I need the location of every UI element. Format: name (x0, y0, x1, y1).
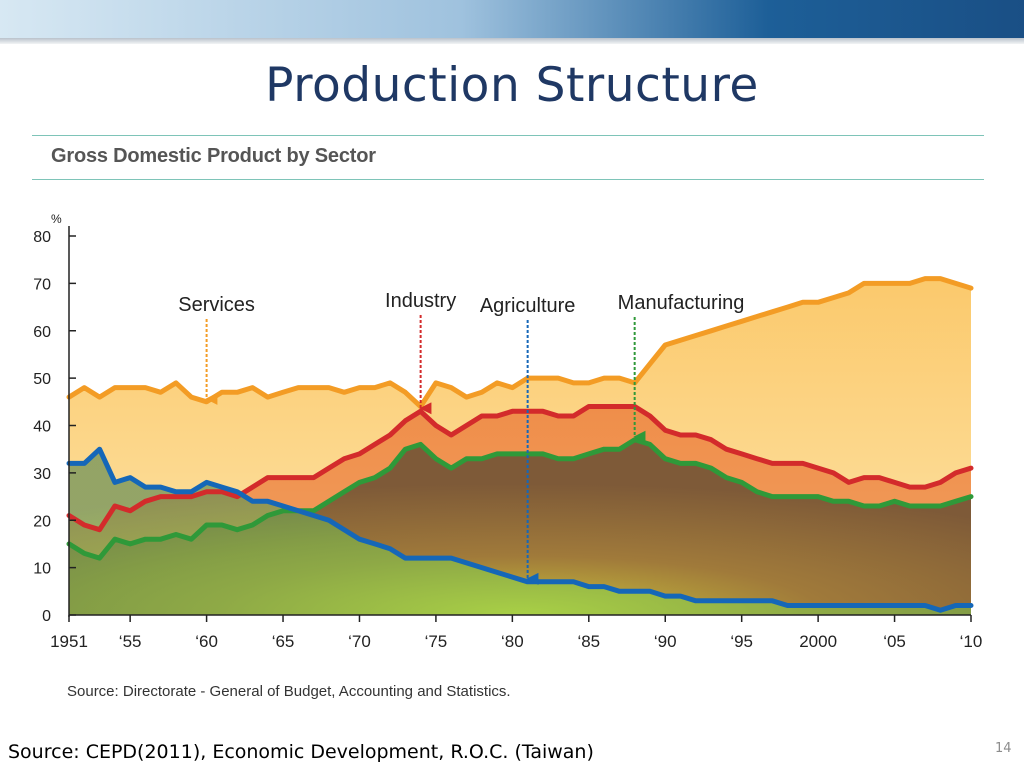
page-number: 14 (995, 741, 1012, 756)
figure-bottom-rule (32, 179, 984, 180)
x-tick-label: ‘65 (272, 632, 295, 651)
x-tick-label: ‘55 (119, 632, 142, 651)
y-tick-label: 30 (33, 466, 51, 483)
y-tick-label: 40 (33, 419, 51, 436)
y-tick-label: 10 (33, 561, 51, 578)
x-tick-label: ‘95 (730, 632, 753, 651)
annotation-manufacturing: Manufacturing (618, 292, 745, 314)
x-tick-label: ‘85 (577, 632, 600, 651)
y-axis-label: % (51, 212, 62, 226)
chart-figure: Gross Domestic Product by Sector (20, 135, 988, 708)
x-tick-label: ‘60 (195, 632, 218, 651)
chart-title: Gross Domestic Product by Sector (51, 145, 376, 167)
y-tick-label: 0 (42, 608, 51, 625)
annotation-agriculture: Agriculture (480, 295, 576, 317)
y-tick-label: 70 (33, 276, 51, 293)
area-agriculture (69, 449, 971, 615)
header-band-shadow (0, 38, 1024, 44)
annotation-industry: Industry (385, 290, 456, 312)
y-tick-label: 60 (33, 324, 51, 341)
x-tick-label: ‘05 (883, 632, 906, 651)
series-line-services (66, 276, 974, 409)
x-tick-label: 2000 (799, 632, 837, 651)
slide-source-note: Source: CEPD(2011), Economic Development… (8, 741, 594, 763)
x-tick-label: ‘70 (348, 632, 371, 651)
y-tick-label: 50 (33, 371, 51, 388)
slide-title: Production Structure (265, 58, 759, 113)
x-tick-label: ‘75 (425, 632, 448, 651)
series-line-manufacturing (66, 437, 974, 561)
x-tick-label: ‘80 (501, 632, 524, 651)
y-tick-label: 80 (33, 229, 51, 246)
header-band (0, 0, 1024, 38)
series-line-agriculture (66, 446, 974, 613)
x-tick-label: ‘90 (654, 632, 677, 651)
annotation-services: Services (178, 294, 255, 316)
y-tick-label: 20 (33, 513, 51, 530)
x-tick-label: 1951 (50, 632, 88, 651)
figure-top-rule (32, 135, 984, 136)
x-tick-label: ‘10 (960, 632, 983, 651)
series-line-industry (66, 404, 974, 533)
chart-source: Source: Directorate - General of Budget,… (67, 683, 511, 700)
gdp-sector-area-chart: 0 10 20 30 40 50 60 70 80% 1951 ‘55 ‘60 ‘65 ‘70 ‘75 ‘80… (33, 212, 983, 651)
